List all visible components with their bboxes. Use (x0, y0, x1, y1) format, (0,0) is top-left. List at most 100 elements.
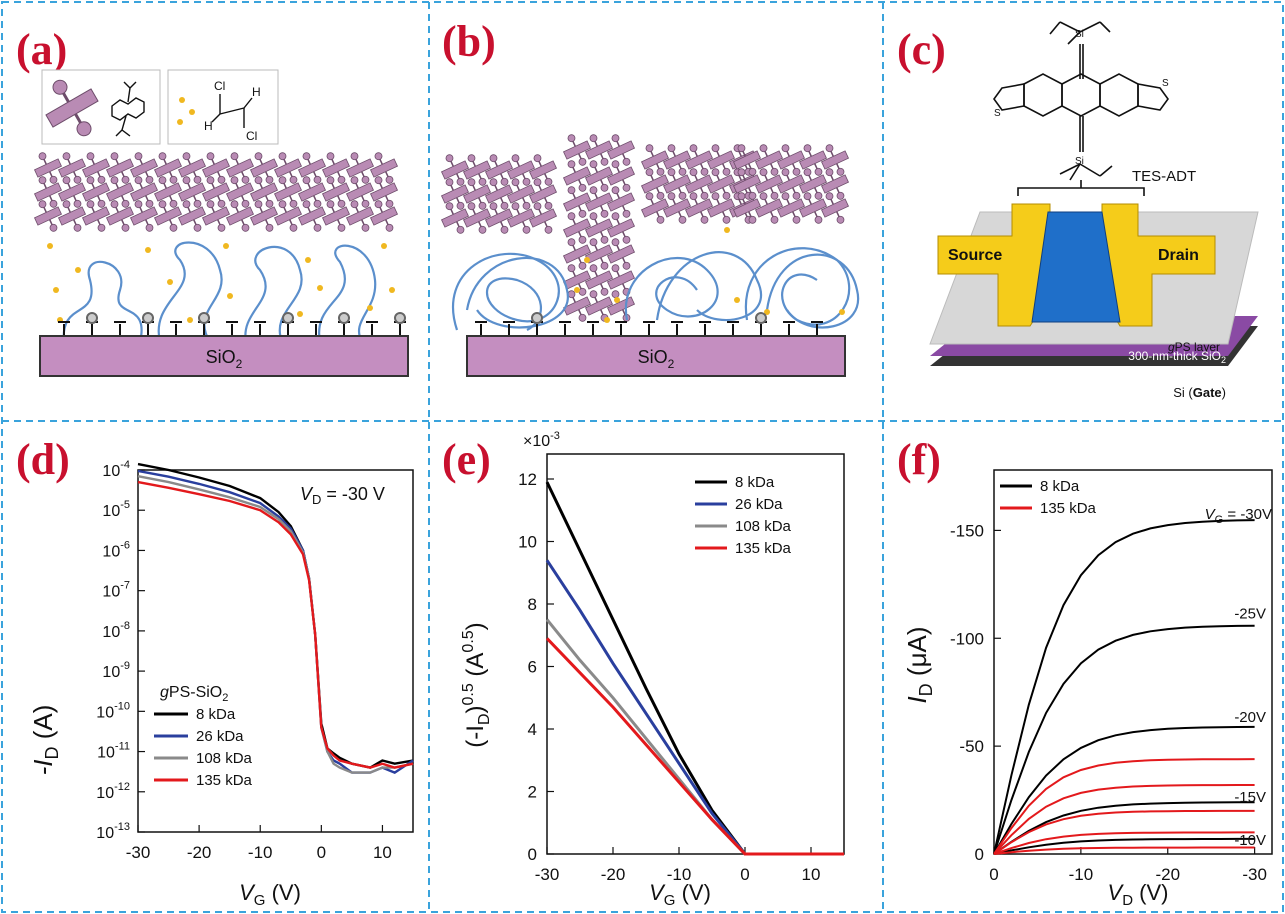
chart-d-transfer-log: -ID (A) VG (V) VD = -30 V gPS-SiO2 -30 -2… (28, 459, 414, 909)
tes-adt-molecule (662, 192, 692, 224)
tes-adt-molecule (562, 238, 592, 270)
h-label-1: H (204, 119, 213, 133)
anchor-bead (755, 312, 767, 324)
chart-e-legend-label: 108 kDa (735, 518, 792, 535)
chart-f-series-line (993, 784, 1255, 855)
tes-adt-molecule (201, 176, 231, 208)
tes-adt-molecule (369, 152, 399, 184)
solvent-dot (389, 287, 395, 293)
tes-adt-molecule (249, 200, 279, 232)
solvent-dots-a (47, 243, 395, 323)
chart-f-series-line (993, 801, 1255, 855)
chart-f-legend-label: 8 kDa (1040, 478, 1080, 495)
tes-adt-molecule (81, 200, 111, 232)
tes-adt-molecule (225, 200, 255, 232)
panel-label-f: (f) (897, 435, 941, 484)
anchor-bead (142, 312, 154, 324)
chart-d-ytick-label: 10-5 (102, 499, 130, 520)
chart-f-vg-label: -10V (1234, 832, 1266, 849)
h-label-2: H (252, 85, 261, 99)
solvent-dot (297, 311, 303, 317)
chart-e-ytick-label: 10 (518, 533, 537, 552)
si-label-bottom: Si (1075, 156, 1084, 167)
gps-layer-label: gPS layer (1168, 340, 1220, 354)
tes-adt-molecule (321, 176, 351, 208)
tes-adt-molecule (153, 152, 183, 184)
chart-d-ylabel: -ID (A) (28, 705, 62, 776)
tes-adt-molecule (640, 168, 670, 200)
tes-adt-molecule (584, 186, 614, 218)
chart-f-xtick-label: 0 (989, 865, 998, 884)
chart-d-xtick-label: -30 (126, 843, 151, 862)
chart-f-xtick-label: -10 (1069, 865, 1094, 884)
chart-d-ytick-label: 10-10 (96, 700, 130, 721)
tes-adt-molecule (440, 154, 470, 186)
tes-adt-molecule (345, 200, 375, 232)
tes-adt-molecule (732, 144, 762, 176)
solvent-dot (167, 279, 173, 285)
tes-adt-molecule (562, 264, 592, 296)
tes-adt-molecule (506, 178, 536, 210)
solvent-dot (75, 267, 81, 273)
chart-e-series-line (545, 637, 844, 856)
solvent-dot (145, 247, 151, 253)
solvent-dot (764, 309, 770, 315)
solvent-dot (724, 227, 730, 233)
tes-adt-molecule (706, 144, 736, 176)
tes-adt-molecule (528, 202, 558, 234)
anchors-a (58, 312, 406, 336)
substrate-a (39, 335, 409, 377)
tes-adt-molecule (321, 200, 351, 232)
tes-adt-molecule (528, 154, 558, 186)
tes-adt-molecule (776, 144, 806, 176)
chart-e-legend-label: 26 kDa (735, 496, 783, 513)
chart-d-annotation: VD = -30 V (300, 484, 385, 507)
tes-adt-molecule (153, 200, 183, 232)
polymer-chains-a (62, 241, 377, 343)
legend-box-solvent (167, 69, 279, 145)
chart-d-ytick-label: 10-8 (102, 620, 130, 641)
chart-d-ytick-label: 10-6 (102, 539, 130, 560)
chart-f-series-line (993, 809, 1255, 855)
anchor-bead (282, 312, 294, 324)
tes-adt-molecule-icon (993, 21, 1169, 196)
sio2-layer-label: 300-nm-thick SiO2 (1128, 349, 1226, 365)
chart-e-xtick-label: -30 (535, 865, 560, 884)
chart-d-legend-label: 135 kDa (196, 772, 253, 789)
tes-adt-molecule (798, 144, 828, 176)
chart-e-legend-label: 135 kDa (735, 540, 792, 557)
chart-d-legend-label: 8 kDa (196, 706, 236, 723)
solvent-dot (305, 257, 311, 263)
solvent-dot (227, 293, 233, 299)
tes-adt-molecule (662, 144, 692, 176)
tes-adt-molecule (484, 154, 514, 186)
tes-adt-molecule (440, 178, 470, 210)
chart-d-ytick-label: 10-4 (102, 459, 130, 480)
tes-adt-molecule (562, 186, 592, 218)
tes-adt-molecule (153, 176, 183, 208)
panel-label-b: (b) (442, 17, 496, 66)
tes-adt-molecule (732, 168, 762, 200)
chart-d-xlabel: VG (V) (239, 880, 301, 909)
tes-adt-molecule (606, 134, 636, 166)
solvent-dot (584, 257, 590, 263)
tes-adt-molecule (273, 152, 303, 184)
solvent-dot (317, 285, 323, 291)
tes-adt-molecule (273, 200, 303, 232)
chart-f-ytick-label: -50 (959, 737, 984, 756)
tes-adt-molecule (249, 152, 279, 184)
tes-adt-molecule (606, 212, 636, 244)
tes-adt-molecule (249, 176, 279, 208)
chart-d-legend-title: gPS-SiO2 (160, 684, 228, 704)
drain-label: Drain (1158, 247, 1199, 264)
chart-f-vg-label: -15V (1234, 789, 1266, 806)
chart-f-series-line (993, 725, 1255, 855)
chart-d-ytick-label: 10-9 (102, 660, 130, 681)
tes-adt-molecule (345, 176, 375, 208)
tes-adt-molecule (177, 200, 207, 232)
tes-adt-molecule (776, 168, 806, 200)
chart-f-series-line (993, 519, 1255, 855)
tes-adt-molecule (562, 134, 592, 166)
tes-adt-molecule (798, 168, 828, 200)
chart-e-xtick-label: -10 (667, 865, 692, 884)
